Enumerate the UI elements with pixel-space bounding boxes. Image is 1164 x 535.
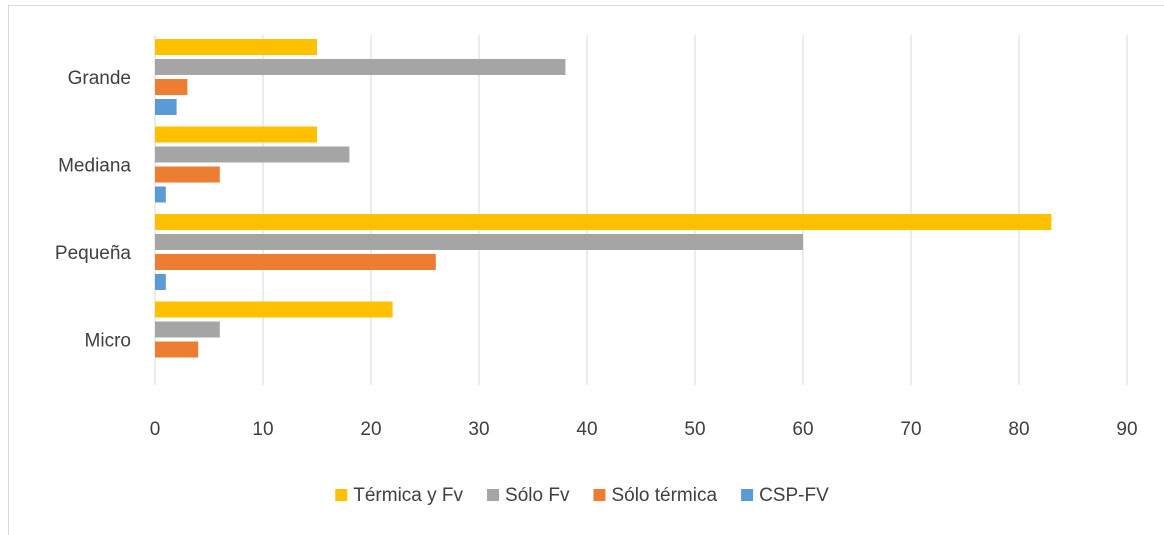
bar — [155, 39, 317, 55]
bar — [155, 341, 199, 358]
bar — [155, 254, 436, 270]
x-tick-label: 10 — [252, 419, 273, 440]
bar — [155, 301, 393, 318]
bar — [155, 99, 177, 115]
legend-label: Térmica y Fv — [353, 485, 463, 506]
legend-swatch — [593, 489, 606, 501]
legend-label: CSP-FV — [759, 485, 829, 506]
x-tick-label: 0 — [150, 419, 161, 440]
x-tick-label: 20 — [360, 419, 381, 440]
bar — [155, 126, 317, 143]
bar — [155, 186, 166, 203]
bar — [155, 321, 220, 338]
y-tick-label: Grande — [68, 68, 131, 89]
bar — [155, 234, 803, 250]
bar — [155, 166, 220, 183]
x-tick-label: 50 — [684, 419, 705, 440]
bar — [155, 59, 566, 75]
x-tick-label: 70 — [900, 419, 921, 440]
x-tick-label: 60 — [792, 419, 813, 440]
bar — [155, 79, 188, 95]
x-tick-label: 90 — [1116, 419, 1137, 440]
bar — [155, 146, 350, 163]
y-tick-label: Mediana — [58, 155, 131, 176]
legend-label: Sólo Fv — [505, 485, 570, 506]
x-tick-label: 80 — [1008, 419, 1029, 440]
x-tick-label: 30 — [468, 419, 489, 440]
bar — [155, 214, 1052, 230]
legend-swatch — [487, 489, 500, 501]
bar — [155, 274, 166, 290]
x-tick-label: 40 — [576, 419, 597, 440]
chart-border — [8, 5, 1164, 535]
y-tick-label: Micro — [85, 330, 131, 351]
legend-swatch — [741, 489, 754, 501]
y-tick-label: Pequeña — [55, 243, 132, 264]
legend-label: Sólo térmica — [611, 485, 717, 506]
legend-swatch — [335, 489, 348, 501]
